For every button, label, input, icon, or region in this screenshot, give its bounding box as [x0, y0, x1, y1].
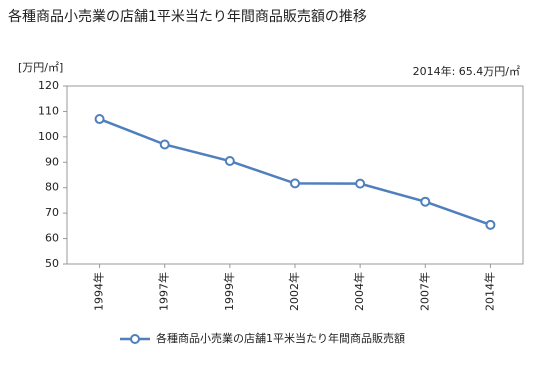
- x-tick-label: 1997年: [157, 272, 171, 311]
- x-tick-label: 2014年: [482, 272, 496, 311]
- chart-title: 各種商品小売業の店舗1平米当たり年間商品販売額の推移: [8, 9, 367, 25]
- legend-label: 各種商品小売業の店舗1平米当たり年間商品販売額: [156, 331, 405, 345]
- marker: [485, 219, 496, 230]
- y-tick-label: 100: [38, 130, 59, 143]
- marker: [290, 178, 300, 189]
- y-axis-label: [万円/㎡]: [18, 61, 63, 74]
- line: [99, 117, 491, 227]
- x-tick-label: 2007年: [417, 272, 431, 311]
- y-tick-label: 50: [45, 257, 59, 270]
- marker: [355, 178, 366, 189]
- x-tick-label: 2004年: [352, 272, 366, 311]
- x-tick-label: 1994年: [92, 272, 106, 311]
- y-tick-label: 80: [45, 181, 59, 194]
- marker: [420, 196, 431, 207]
- y-tick-label: 110: [38, 104, 59, 117]
- marker: [224, 156, 235, 167]
- y-tick-label: 60: [45, 232, 59, 245]
- plot-frame: [66, 85, 524, 265]
- marker: [159, 139, 170, 150]
- marker: [94, 114, 105, 125]
- annotation: 2014年: 65.4万円/㎡: [413, 64, 520, 78]
- x-tick-label: 1999年: [222, 272, 236, 311]
- y-tick-label: 90: [45, 155, 59, 168]
- legend-marker: [130, 334, 140, 344]
- y-tick-label: 70: [45, 206, 59, 219]
- x-tick-label: 2002年: [287, 272, 301, 311]
- y-tick-label: 120: [38, 79, 59, 92]
